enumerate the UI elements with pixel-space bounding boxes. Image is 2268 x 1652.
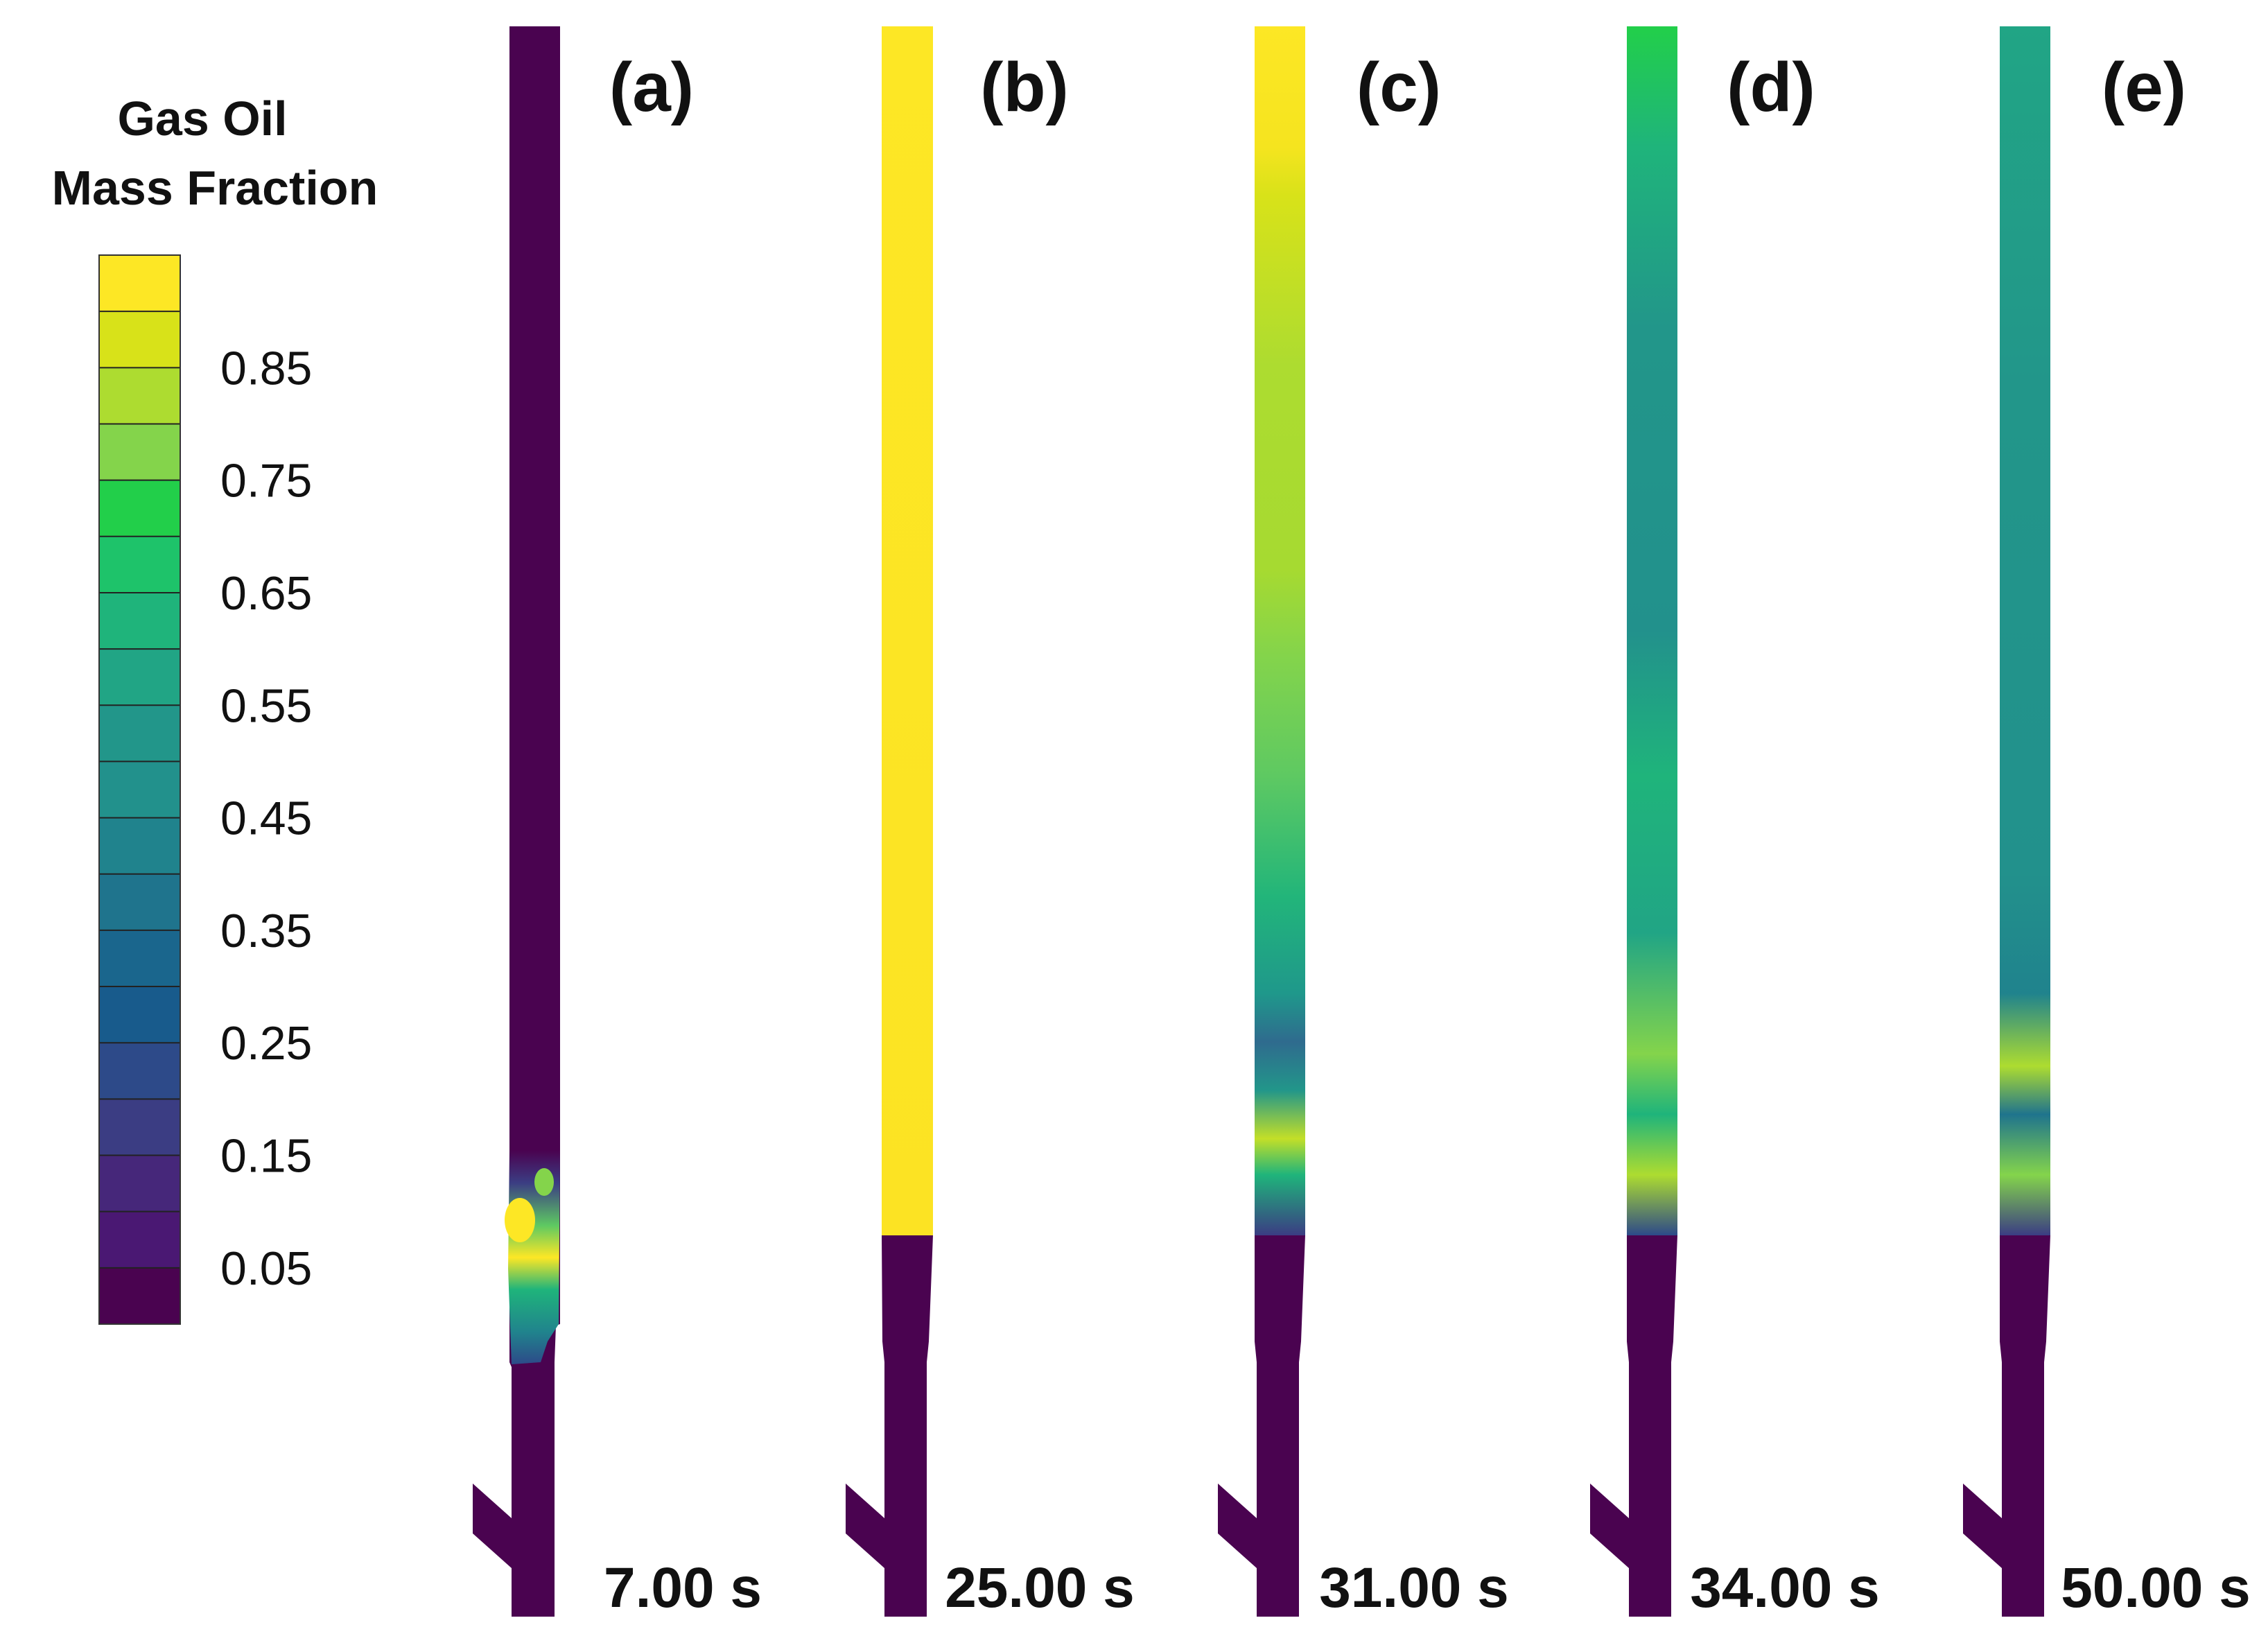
colorbar-outline bbox=[98, 254, 181, 1325]
colorbar-swatch bbox=[99, 873, 180, 931]
mixing-spot-a bbox=[534, 1168, 554, 1196]
colorbar-swatch bbox=[99, 367, 180, 424]
riser-column-c bbox=[1255, 26, 1305, 1235]
colorbar-swatch bbox=[99, 311, 180, 368]
colorbar-swatch bbox=[99, 255, 180, 312]
colorbar-swatch bbox=[99, 1099, 180, 1156]
colorbar-tick-label: 0.35 bbox=[220, 905, 312, 957]
colorbar-swatch bbox=[99, 1155, 180, 1212]
colorbar-swatch bbox=[99, 1043, 180, 1099]
riser-bottom-b bbox=[846, 1235, 933, 1617]
riser-column-b bbox=[882, 26, 933, 1235]
panel-b: (b) 25.00 s bbox=[846, 26, 1135, 1619]
riser-column-d bbox=[1627, 26, 1677, 1235]
colorbar-swatch bbox=[99, 424, 180, 481]
colorbar-tick-label: 0.05 bbox=[220, 1242, 312, 1295]
colorbar-tick-label: 0.75 bbox=[220, 455, 312, 507]
panel-label-d: (d) bbox=[1727, 49, 1815, 126]
legend: Gas Oil Mass Fraction 0.850.750.650.550.… bbox=[52, 92, 378, 1325]
colorbar-tick-label: 0.25 bbox=[220, 1017, 312, 1070]
panel-d: (d) 34.00 s bbox=[1590, 26, 1880, 1619]
colorbar-swatch bbox=[99, 1211, 180, 1269]
panel-label-e: (e) bbox=[2102, 49, 2186, 126]
time-label-d: 34.00 s bbox=[1690, 1556, 1880, 1619]
riser-bottom-d bbox=[1590, 1235, 1677, 1617]
riser-bottom-e bbox=[1963, 1235, 2050, 1617]
colorbar-swatch bbox=[99, 1267, 180, 1325]
colorbar-swatch bbox=[99, 986, 180, 1043]
colorbar-swatch bbox=[99, 480, 180, 537]
riser-column-e bbox=[2000, 26, 2050, 1235]
panels: (a) 7.00 s (b) 25.00 s (c) 31.00 s (d) 3… bbox=[473, 26, 2251, 1619]
colorbar-tick-label: 0.65 bbox=[220, 567, 312, 620]
colorbar-tick-label: 0.55 bbox=[220, 679, 312, 732]
panel-label-a: (a) bbox=[609, 49, 694, 126]
panel-e: (e) 50.00 s bbox=[1963, 26, 2251, 1619]
panel-c: (c) 31.00 s bbox=[1218, 26, 1509, 1619]
colorbar-tick-label: 0.85 bbox=[220, 342, 312, 394]
panel-label-c: (c) bbox=[1357, 49, 1441, 126]
time-label-b: 25.00 s bbox=[945, 1556, 1135, 1619]
colorbar-swatch bbox=[99, 536, 180, 593]
colorbar-swatch bbox=[99, 930, 180, 987]
colorbar-swatch bbox=[99, 592, 180, 650]
panel-a: (a) 7.00 s bbox=[473, 26, 762, 1619]
panel-label-b: (b) bbox=[980, 49, 1069, 126]
colorbar-swatch bbox=[99, 649, 180, 706]
colorbar-tick-label: 0.15 bbox=[220, 1130, 312, 1183]
legend-title-line1: Gas Oil bbox=[117, 92, 287, 146]
riser-column-a bbox=[473, 26, 560, 1617]
time-label-c: 31.00 s bbox=[1319, 1556, 1509, 1619]
riser-bottom-c bbox=[1218, 1235, 1305, 1617]
colorbar-swatch bbox=[99, 817, 180, 875]
legend-title-line2: Mass Fraction bbox=[52, 161, 378, 215]
time-label-a: 7.00 s bbox=[604, 1556, 762, 1619]
time-label-e: 50.00 s bbox=[2061, 1556, 2251, 1619]
colorbar-swatch bbox=[99, 761, 180, 819]
colorbar-ticks: 0.85 0.75 0.65 0.55 0.45 0.35 0.25 0.15 0.05 bbox=[220, 342, 312, 1295]
colorbar-tick-label: 0.45 bbox=[220, 792, 312, 845]
colorbar-swatch bbox=[99, 705, 180, 762]
colorbar bbox=[98, 254, 181, 1325]
mixing-hotspot-a bbox=[505, 1198, 535, 1242]
